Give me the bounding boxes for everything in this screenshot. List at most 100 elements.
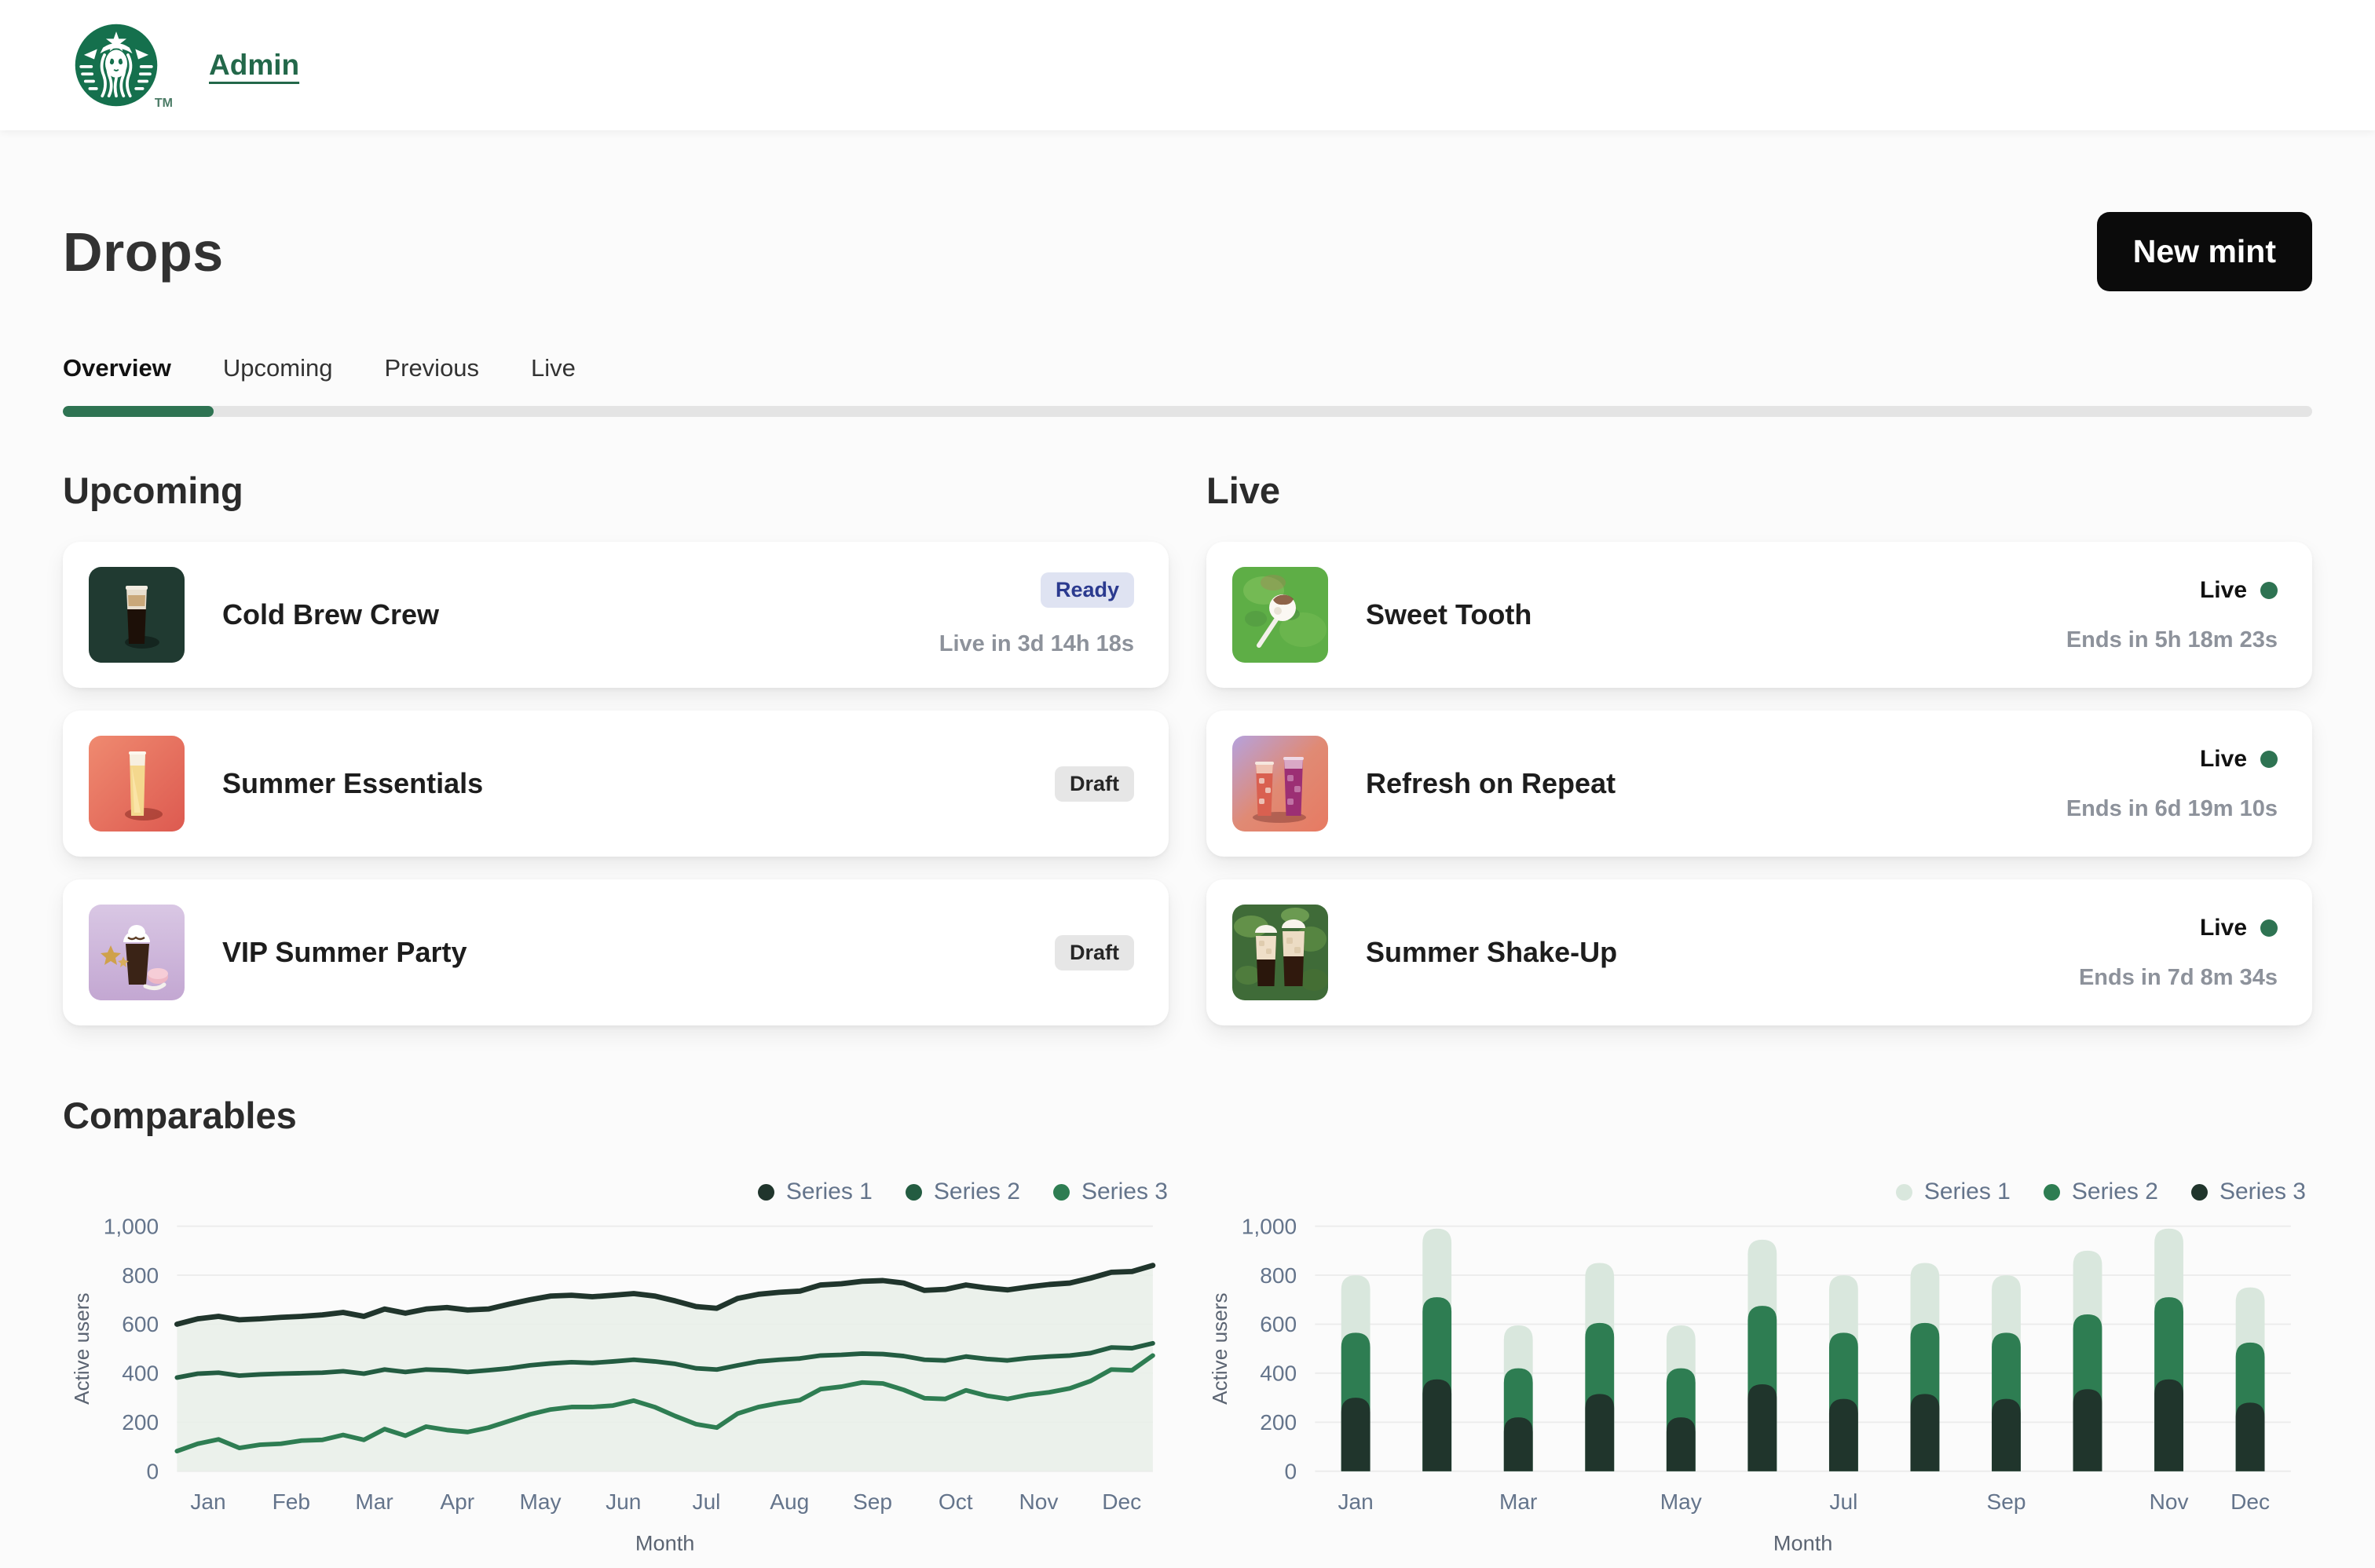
drop-card-vip-summer-party[interactable]: VIP Summer Party Draft <box>63 879 1169 1025</box>
legend-label: Series 1 <box>785 1179 873 1204</box>
tab-live[interactable]: Live <box>531 354 576 382</box>
y-tick-label: 800 <box>1260 1263 1297 1288</box>
bar-segment <box>2235 1402 2265 1471</box>
y-tick-label: 400 <box>122 1361 159 1386</box>
x-tick-label: Dec <box>1102 1489 1141 1514</box>
starbucks-siren-icon <box>75 24 158 107</box>
bar-segment <box>1503 1417 1533 1471</box>
x-axis-title: Month <box>1773 1531 1832 1555</box>
live-dot-icon <box>2260 750 2278 768</box>
x-tick-label: Jan <box>190 1489 225 1514</box>
card-title: Cold Brew Crew <box>222 598 440 630</box>
y-tick-label: 1,000 <box>1242 1214 1297 1238</box>
legend-item: Series 1 <box>1895 1179 2011 1205</box>
live-dot-icon <box>2260 581 2278 599</box>
series-line <box>174 1353 1155 1454</box>
bar-segment <box>2154 1379 2183 1471</box>
bar-segment <box>1666 1417 1696 1471</box>
thumbnail-cold-brew <box>89 567 185 663</box>
x-tick-label: May <box>1660 1489 1702 1514</box>
x-tick-label: Sep <box>853 1489 892 1514</box>
live-status: Live <box>2200 577 2278 604</box>
y-tick-label: 200 <box>122 1410 159 1435</box>
line-chart-legend: Series 1 Series 2 Series 3 <box>63 1168 1174 1213</box>
main-content: Drops New mint Overview Upcoming Previou… <box>0 212 2375 1568</box>
card-title: VIP Summer Party <box>222 936 467 968</box>
drop-card-refresh-on-repeat[interactable]: Refresh on Repeat Live Ends in 6d 19m 10… <box>1206 711 2312 857</box>
legend-label: Series 3 <box>2219 1179 2306 1204</box>
page-title: Drops <box>63 221 224 283</box>
x-tick-label: Feb <box>273 1489 310 1514</box>
x-tick-label: May <box>519 1489 561 1514</box>
tab-upcoming[interactable]: Upcoming <box>222 354 333 382</box>
thumbnail-refresh-on-repeat <box>1232 736 1328 832</box>
tab-progress-track[interactable] <box>63 406 2312 417</box>
ready-badge: Ready <box>1040 572 1134 608</box>
card-title: Refresh on Repeat <box>1366 767 1616 799</box>
x-tick-label: Dec <box>2230 1489 2270 1514</box>
bar-segment <box>1992 1398 2021 1471</box>
legend-label: Series 2 <box>2071 1179 2158 1204</box>
x-tick-label: Oct <box>939 1489 973 1514</box>
y-tick-label: 0 <box>146 1459 159 1483</box>
legend-item: Series 1 <box>757 1179 873 1205</box>
x-tick-label: Jan <box>1338 1489 1373 1514</box>
bar-chart-legend: Series 1 Series 2 Series 3 <box>1201 1168 2312 1213</box>
legend-item: Series 3 <box>2190 1179 2306 1205</box>
legend-label: Series 3 <box>1081 1179 1168 1204</box>
y-tick-label: 600 <box>1260 1312 1297 1336</box>
live-section: Live Sweet Too <box>1206 469 2312 1048</box>
tab-progress-indicator <box>63 406 214 417</box>
card-title: Sweet Tooth <box>1366 598 1532 630</box>
live-status-label: Live <box>2199 745 2247 772</box>
legend-item: Series 2 <box>2043 1179 2158 1205</box>
line-chart-svg: 0 200 400 600 800 1,000 Active users Month Jan Fe… <box>70 1214 1156 1555</box>
card-countdown: Ends in 6d 19m 10s <box>2066 795 2278 821</box>
drop-card-cold-brew-crew[interactable]: Cold Brew Crew Ready Live in 3d 14h 18s <box>63 542 1169 688</box>
thumbnail-summer-essentials <box>89 736 185 832</box>
upcoming-heading: Upcoming <box>63 470 243 511</box>
thumbnail-summer-shake-up <box>1232 905 1328 1000</box>
starbucks-logo[interactable]: TM <box>72 21 173 110</box>
x-tick-label: Nov <box>1019 1489 1058 1514</box>
drop-card-summer-essentials[interactable]: Summer Essentials Draft <box>63 711 1169 857</box>
series-line <box>174 1263 1156 1327</box>
drop-card-summer-shake-up[interactable]: Summer Shake-Up Live Ends in 7d 8m 34s <box>1206 879 2312 1025</box>
bar-segment <box>1747 1383 1777 1471</box>
y-tick-label: 600 <box>122 1312 159 1336</box>
legend-dot-icon <box>1052 1183 1070 1201</box>
legend-dot-icon <box>2043 1183 2060 1201</box>
x-tick-label: Apr <box>440 1489 474 1514</box>
bar-segment <box>1585 1394 1615 1471</box>
trademark-symbol: TM <box>154 97 173 110</box>
card-title: Summer Essentials <box>222 767 484 799</box>
tab-overview[interactable]: Overview <box>63 354 171 382</box>
live-dot-icon <box>2260 919 2278 937</box>
legend-item: Series 3 <box>1052 1179 1168 1205</box>
app-header: TM Admin <box>0 0 2375 130</box>
thumbnail-vip-summer-party <box>89 905 185 1000</box>
bar-segment <box>1341 1398 1370 1471</box>
legend-label: Series 2 <box>933 1179 1020 1204</box>
line-chart: Series 1 Series 2 Series 3 0 200 400 600 800 1,… <box>63 1168 1174 1568</box>
bar-segment <box>2073 1389 2102 1471</box>
legend-dot-icon <box>2190 1183 2208 1201</box>
x-tick-label: Sep <box>1986 1489 2026 1514</box>
y-tick-label: 400 <box>1260 1361 1297 1386</box>
tab-previous[interactable]: Previous <box>384 354 480 382</box>
bar-segment <box>1910 1394 1940 1471</box>
thumbnail-sweet-tooth <box>1232 567 1328 663</box>
drop-card-sweet-tooth[interactable]: Sweet Tooth Live Ends in 5h 18m 23s <box>1206 542 2312 688</box>
x-tick-label: Jul <box>693 1489 721 1514</box>
live-heading: Live <box>1206 470 1281 511</box>
live-status-label: Live <box>2199 914 2247 941</box>
new-mint-button[interactable]: New mint <box>2096 212 2312 291</box>
x-tick-label: Mar <box>1499 1489 1537 1514</box>
legend-label: Series 1 <box>1923 1179 2011 1204</box>
bar-chart-svg: 0 200 400 600 800 1,000 Active users Month Jan Ma… <box>1208 1214 2291 1555</box>
admin-nav-link[interactable]: Admin <box>209 49 300 81</box>
y-tick-label: 200 <box>1260 1410 1297 1435</box>
upcoming-section: Upcoming Cold Brew Crew Ready Live in <box>63 469 1169 1048</box>
draft-badge: Draft <box>1054 766 1134 802</box>
draft-badge: Draft <box>1054 934 1134 970</box>
